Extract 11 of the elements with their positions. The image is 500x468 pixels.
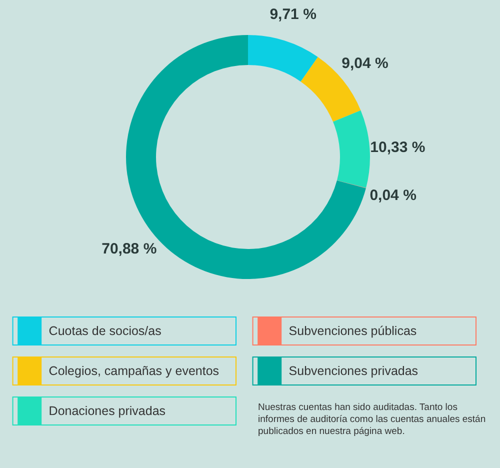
legend-label: Donaciones privadas [48, 404, 166, 418]
text: Nuestras cuentas han sido auditadas. Tanto los informes de auditoría como las cuentas anuales están publicados en nuestra página web. [258, 402, 487, 438]
data-label: 9,04 % [342, 55, 388, 72]
legend-label: Subvenciones privadas [288, 364, 418, 378]
legend-label: Cuotas de socios/as [48, 324, 162, 338]
data-label: 9,71 % [270, 6, 316, 23]
data-label: 10,33 % [370, 138, 426, 156]
data-label: 70,88 % [102, 240, 157, 258]
legend-label: Subvenciones públicas [288, 324, 417, 338]
legend-label: Colegios, campañas y eventos [48, 364, 220, 378]
data-label: 0,04 % [370, 187, 416, 204]
